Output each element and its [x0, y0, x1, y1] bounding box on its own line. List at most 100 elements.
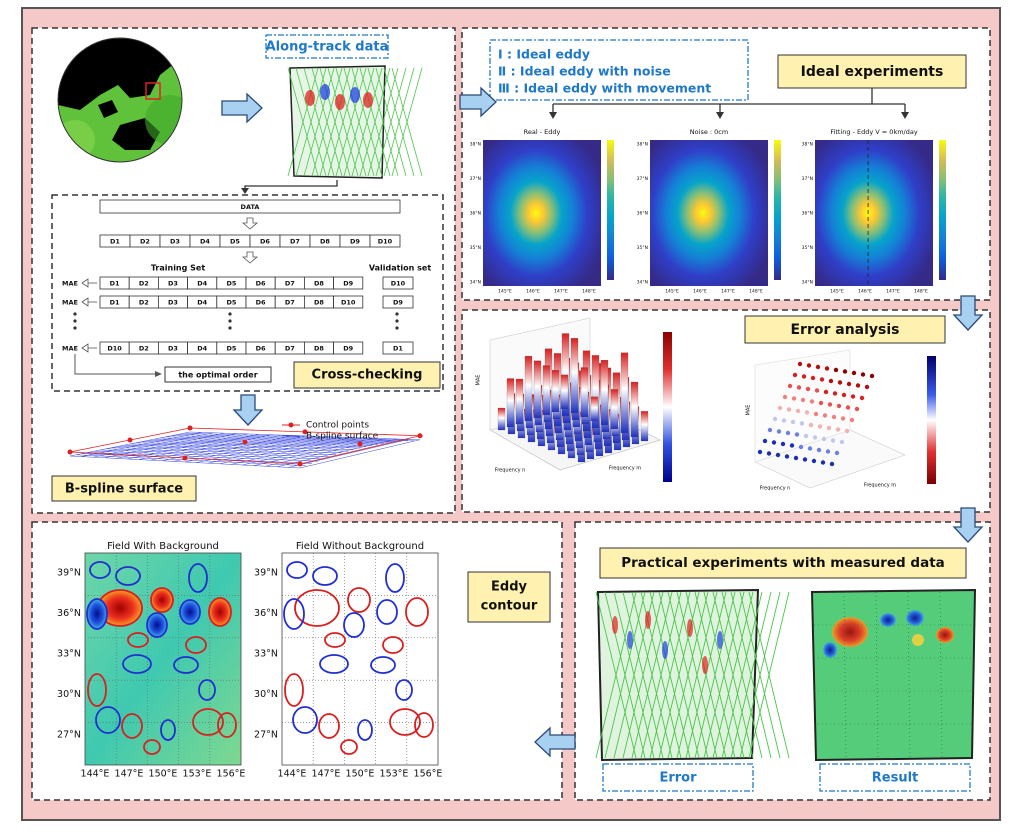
flow-arrow: [952, 507, 984, 543]
fold-label: D1: [110, 299, 120, 307]
fold-label: D4: [197, 299, 207, 307]
lon-tick: 146°E: [693, 289, 707, 295]
metric-label: MAE: [62, 345, 78, 353]
metric-label: MAE: [62, 299, 78, 307]
error-plots: MAE Frequency n Frequency m MAE Frequency n F…: [476, 317, 936, 492]
error-point: [790, 419, 796, 425]
error-point: [818, 400, 824, 406]
bracket-head: [155, 371, 162, 377]
eddy-contour: [198, 679, 216, 701]
along-track-map: [287, 65, 423, 179]
lat-tick: 37°N: [637, 176, 648, 182]
eddy-contour: [127, 632, 149, 648]
fold-label: D8: [314, 345, 324, 353]
track: [391, 67, 423, 177]
mesh-line: [161, 434, 283, 462]
eddy-contour: [146, 612, 168, 638]
control-edge: [299, 435, 421, 465]
error-point: [793, 455, 799, 461]
map-label: Result: [872, 771, 919, 786]
track: [319, 67, 351, 177]
error-bar: [497, 407, 506, 431]
error-point: [816, 447, 822, 453]
mesh-line: [93, 450, 325, 460]
anomaly: [305, 90, 315, 106]
track: [335, 67, 367, 177]
mesh-line: [189, 431, 421, 441]
optimal-label: the optimal order: [178, 371, 257, 380]
error-bar: [560, 374, 569, 410]
axis-label: Frequency n: [495, 468, 526, 474]
error-point: [807, 446, 813, 451]
metric-label: MAE: [62, 280, 78, 288]
track: [383, 67, 415, 177]
error-point: [775, 452, 781, 458]
anomaly: [936, 627, 954, 643]
title-box: [777, 54, 967, 89]
eddy-contour: [347, 587, 371, 613]
colorbar: [663, 332, 672, 482]
b-spline-title: B-spline surface: [65, 482, 183, 497]
eddy-contour: [87, 673, 107, 707]
fold-label: D3: [170, 238, 180, 246]
lat-tick: 34°N: [470, 280, 481, 286]
mesh-line: [288, 439, 409, 468]
eddy-field: [815, 140, 933, 286]
fold-label: D9: [343, 345, 353, 353]
control-edge: [69, 451, 301, 465]
anomaly: [612, 616, 618, 634]
fold-label: D10: [107, 345, 122, 353]
lat-tick: 35°N: [470, 245, 481, 251]
lon-tick: 146°E: [526, 289, 540, 295]
lon-tick: 150°E: [149, 769, 178, 780]
error-point: [766, 451, 772, 456]
fold-box: [333, 295, 364, 309]
eddy-contour: [292, 706, 318, 734]
axis-label: Frequency n: [760, 486, 791, 492]
lat-tick: 35°N: [802, 245, 813, 251]
error-point: [767, 427, 773, 433]
track: [730, 591, 772, 759]
map-title: Field Without Background: [296, 541, 424, 552]
error-point: [811, 458, 817, 464]
globe: [58, 38, 182, 162]
eddy-contour: [324, 632, 346, 648]
error-point: [799, 421, 805, 426]
fold-label: D6: [256, 345, 266, 353]
mesh-line: [81, 432, 202, 457]
lon-tick: 148°E: [582, 289, 596, 295]
error-point: [786, 407, 792, 412]
error-point: [815, 364, 821, 370]
mesh-line: [159, 437, 391, 443]
lat-tick: 39°N: [57, 568, 81, 579]
error-point: [796, 385, 802, 390]
anomaly: [687, 619, 693, 637]
lon-tick: 145°E: [830, 289, 844, 295]
fold-label: D1: [393, 345, 403, 353]
eddy-contour: [357, 719, 373, 741]
case-label: Ⅰ : Ideal eddy: [498, 47, 590, 62]
fold-label: D7: [285, 299, 295, 307]
track: [343, 67, 375, 177]
fold-label: D10: [341, 299, 356, 307]
eddy-contour: [150, 587, 174, 613]
error-point: [825, 449, 831, 454]
mesh-line: [129, 443, 361, 449]
fold-label: D4: [200, 238, 210, 246]
lat-tick: 30°N: [57, 689, 81, 700]
lon-tick: 147°E: [115, 769, 144, 780]
error-bar: [600, 360, 609, 426]
eddy-contour: [340, 739, 358, 755]
axis-label: Frequency m: [864, 483, 896, 489]
mesh-line: [253, 437, 375, 466]
region-box: [145, 82, 161, 100]
colorbar: [939, 140, 946, 280]
lat-tick: 38°N: [637, 142, 648, 148]
fold-label: D1: [110, 280, 120, 288]
flow-arrow: [459, 86, 497, 118]
anomaly: [717, 631, 723, 649]
lat-tick: 36°N: [470, 211, 481, 217]
eddy-contour: [294, 589, 340, 627]
lon-tick: 146°E: [858, 289, 872, 295]
